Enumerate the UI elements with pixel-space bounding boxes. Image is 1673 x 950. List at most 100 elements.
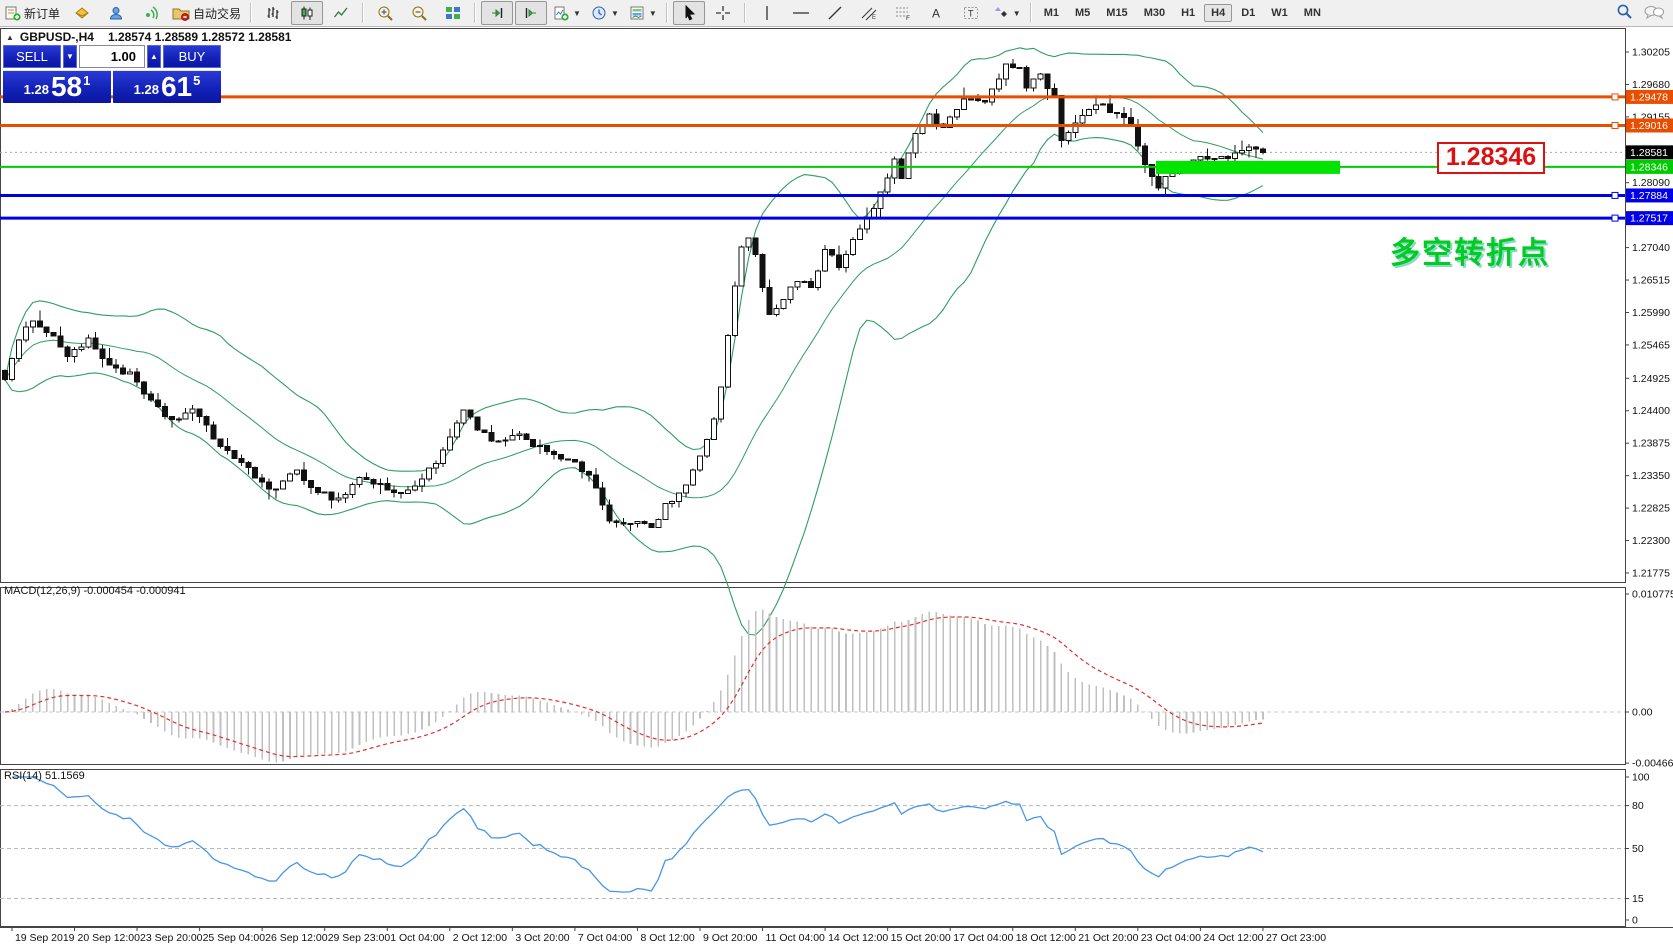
candle xyxy=(391,489,398,494)
vertical-line-tool[interactable] xyxy=(751,1,783,25)
bar-chart-button[interactable] xyxy=(257,1,289,25)
timeframe-W1[interactable]: W1 xyxy=(1271,7,1288,19)
volume-down-button[interactable]: ▼ xyxy=(63,45,77,68)
candle xyxy=(898,158,905,179)
toolbar-separator xyxy=(474,3,477,23)
candle xyxy=(36,320,43,328)
candle xyxy=(822,249,829,272)
timeframe-H1[interactable]: H1 xyxy=(1181,7,1196,19)
candle xyxy=(780,298,787,310)
candle xyxy=(710,418,717,440)
price-line-label xyxy=(1626,159,1673,174)
candle xyxy=(585,470,592,476)
horizontal-line-tool[interactable] xyxy=(785,1,817,25)
periods-button[interactable]: ▼ xyxy=(587,1,623,25)
candle xyxy=(523,433,530,441)
zoom-out-button[interactable] xyxy=(403,1,435,25)
signal-button[interactable] xyxy=(134,1,166,25)
candle xyxy=(961,98,968,111)
candle xyxy=(280,480,286,490)
new-order-button[interactable]: 新订单 xyxy=(1,1,64,25)
search-icon[interactable] xyxy=(1616,3,1633,23)
toolbar-separator xyxy=(1029,3,1032,23)
chevron-down-icon: ▼ xyxy=(610,8,619,18)
cursor-button[interactable] xyxy=(672,1,705,25)
timeframe-M30[interactable]: M30 xyxy=(1143,7,1166,19)
candle xyxy=(15,339,22,359)
candle xyxy=(439,449,446,464)
tile-windows-button[interactable] xyxy=(437,1,469,25)
auto-scroll-button[interactable] xyxy=(481,1,514,25)
turning-point-annotation[interactable]: 多空转折点 xyxy=(1390,237,1550,270)
time-tick-label: 23 Oct 04:00 xyxy=(1141,932,1201,944)
timeframe-M1[interactable]: M1 xyxy=(1043,7,1059,19)
chat-icon[interactable] xyxy=(1643,4,1665,23)
time-tick-label: 15 Oct 20:00 xyxy=(891,932,951,944)
channel-tool[interactable]: E xyxy=(853,1,885,25)
rsi-tick-label: 100 xyxy=(1632,772,1650,784)
volume-input[interactable]: 1.00 xyxy=(79,45,145,68)
candle xyxy=(377,482,384,485)
time-tick-label: 18 Oct 12:00 xyxy=(1016,932,1076,944)
timeframe-M5[interactable]: M5 xyxy=(1075,7,1091,19)
time-tick-label: 19 Sep 2019 xyxy=(15,932,75,944)
rsi-tick-label: 50 xyxy=(1632,843,1644,855)
text-tool[interactable]: A xyxy=(921,1,953,25)
crosshair-button[interactable] xyxy=(707,1,739,25)
trendline-tool[interactable] xyxy=(819,1,851,25)
buy-button[interactable]: BUY xyxy=(163,45,221,68)
time-tick-label: 26 Sep 12:00 xyxy=(265,932,328,944)
sell-price-panel[interactable]: 1.28 58 1 xyxy=(3,70,111,103)
candle xyxy=(655,518,662,529)
collapse-arrow-icon[interactable]: ▲ xyxy=(6,32,14,42)
candle xyxy=(968,98,975,101)
templates-button[interactable]: ▼ xyxy=(625,1,661,25)
candle xyxy=(752,237,759,256)
fibonacci-tool[interactable]: F xyxy=(887,1,919,25)
candle xyxy=(794,281,801,288)
timeframe-M15[interactable]: M15 xyxy=(1106,7,1128,19)
candle xyxy=(1037,73,1044,80)
candle xyxy=(516,433,523,436)
candle xyxy=(113,364,120,369)
autotrade-button[interactable]: 自动交易 xyxy=(168,1,245,25)
candle xyxy=(870,208,877,219)
zoom-in-button[interactable] xyxy=(369,1,401,25)
price-line-label xyxy=(1626,118,1673,133)
rsi-value: 51.1569 xyxy=(44,770,85,782)
svg-text:F: F xyxy=(906,15,910,21)
buy-price-small: 1.28 xyxy=(133,82,159,97)
community-button[interactable] xyxy=(100,1,132,25)
line-chart-button[interactable] xyxy=(325,1,357,25)
sell-button[interactable]: SELL xyxy=(3,45,61,68)
buy-price-panel[interactable]: 1.28 61 5 xyxy=(113,70,221,103)
timeframe-D1[interactable]: D1 xyxy=(1241,7,1256,19)
candle xyxy=(1051,87,1058,96)
cursor-icon xyxy=(682,5,696,21)
candle xyxy=(697,455,703,471)
indicators-icon xyxy=(553,5,569,21)
timeframe-MN[interactable]: MN xyxy=(1303,7,1321,19)
indicators-button[interactable]: ▼ xyxy=(549,1,585,25)
candle xyxy=(905,152,912,179)
timeframe-H4[interactable]: H4 xyxy=(1204,4,1233,22)
candle xyxy=(259,477,266,483)
chart-shift-button[interactable] xyxy=(515,1,548,25)
candle xyxy=(544,444,551,453)
volume-up-button[interactable]: ▲ xyxy=(147,45,161,68)
candle xyxy=(787,286,794,300)
candle xyxy=(120,367,127,375)
candlestick-chart-button[interactable] xyxy=(291,1,324,25)
sell-price-big: 58 xyxy=(50,71,83,102)
line-chart-icon xyxy=(333,5,349,21)
candle xyxy=(1239,150,1246,154)
price-annotation-box[interactable]: 1.28346 xyxy=(1437,142,1545,174)
time-tick-label: 20 Sep 12:00 xyxy=(78,932,141,944)
shapes-tool[interactable]: ▼ xyxy=(989,1,1025,25)
candle xyxy=(92,337,99,350)
candle xyxy=(147,393,154,401)
label-tool[interactable]: T xyxy=(955,1,987,25)
svg-text:E: E xyxy=(872,15,876,21)
quotes-button[interactable] xyxy=(66,1,98,25)
